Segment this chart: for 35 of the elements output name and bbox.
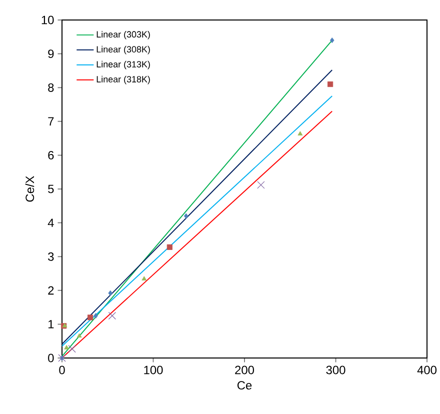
point <box>327 81 334 88</box>
y-tick-label: 7 <box>48 117 54 126</box>
legend-label: Linear (313K) <box>96 60 150 70</box>
point <box>142 276 147 280</box>
y-tick-label: 3 <box>48 252 54 261</box>
y-tick-label: 1 <box>48 320 54 328</box>
x-tick-label: 200 <box>235 366 254 374</box>
point <box>330 37 334 44</box>
point <box>298 131 303 136</box>
point <box>76 333 82 338</box>
point <box>64 345 70 350</box>
point <box>108 290 113 296</box>
x-tick-label: 300 <box>326 366 346 374</box>
y-tick-label: 10 <box>42 16 54 24</box>
point <box>88 314 94 320</box>
legend-label: Linear (308K) <box>96 46 150 54</box>
legend-label: Linear (318K) <box>96 76 150 84</box>
y-tick-label: 2 <box>48 286 54 295</box>
x-tick-label: 400 <box>417 366 437 374</box>
y-axis-title: Ce/X <box>25 176 34 202</box>
y-tick-label: 0 <box>48 354 54 362</box>
x-tick-label: 100 <box>144 366 163 374</box>
y-tick-label: 4 <box>48 218 54 227</box>
point <box>166 244 172 250</box>
x-tick-label: 0 <box>59 366 65 374</box>
x-axis-title: Ce <box>237 381 252 390</box>
point <box>184 213 188 219</box>
point <box>257 181 265 189</box>
y-tick-label: 8 <box>48 83 54 92</box>
y-tick-label: 5 <box>48 184 54 194</box>
y-tick-label: 6 <box>48 150 54 160</box>
point <box>68 345 76 353</box>
y-tick-label: 9 <box>48 50 54 58</box>
point <box>108 312 116 320</box>
legend-label: Linear (303K) <box>96 30 150 40</box>
